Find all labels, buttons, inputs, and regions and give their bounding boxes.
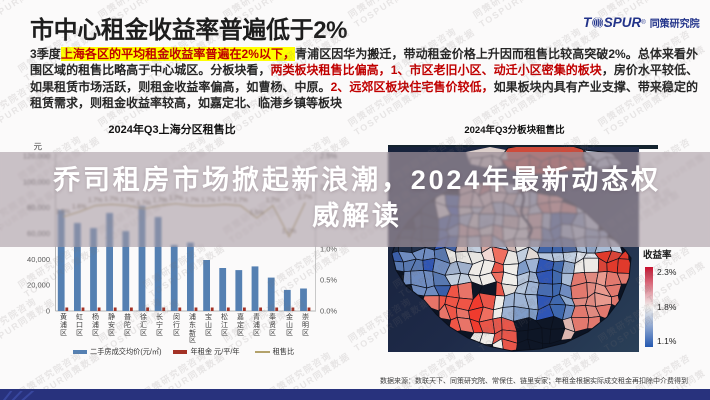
svg-text:0: 0 xyxy=(46,307,50,316)
svg-text:1.1%: 1.1% xyxy=(657,336,677,346)
svg-text:0.0%: 0.0% xyxy=(320,307,337,316)
svg-text:1.8%: 1.8% xyxy=(657,302,677,312)
svg-text:元: 元 xyxy=(33,142,42,152)
svg-text:20,000: 20,000 xyxy=(27,281,50,290)
svg-text:2.3%: 2.3% xyxy=(657,267,677,277)
svg-text:1.0%: 1.0% xyxy=(320,245,337,254)
svg-text:0.5%: 0.5% xyxy=(320,276,337,285)
svg-text:40,000: 40,000 xyxy=(27,255,50,264)
